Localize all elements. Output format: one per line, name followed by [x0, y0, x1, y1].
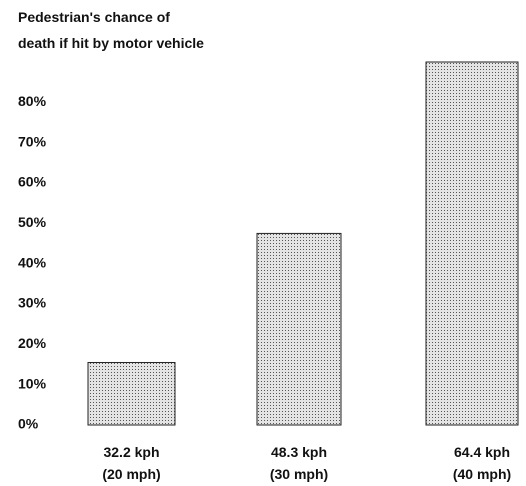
- bar: [87, 361, 176, 426]
- chart-title: Pedestrian's chance of death if hit by m…: [18, 9, 204, 51]
- y-tick-label: 50%: [18, 214, 47, 230]
- y-tick-label: 40%: [18, 254, 47, 270]
- y-tick-label: 60%: [18, 174, 47, 190]
- y-tick-label: 70%: [18, 133, 47, 149]
- y-tick-label: 30%: [18, 295, 47, 311]
- y-tick-label: 10%: [18, 375, 47, 391]
- x-tick-label: 64.4 kph (40 mph): [452, 444, 512, 482]
- y-tick-label: 20%: [18, 335, 47, 351]
- y-tick-label: 80%: [18, 93, 47, 109]
- x-tick-label: 32.2 kph (20 mph): [102, 444, 161, 482]
- x-tick-label: 48.3 kph (30 mph): [269, 444, 329, 482]
- bar: [256, 232, 342, 426]
- y-tick-label: 0%: [18, 416, 39, 432]
- bar: [425, 61, 519, 426]
